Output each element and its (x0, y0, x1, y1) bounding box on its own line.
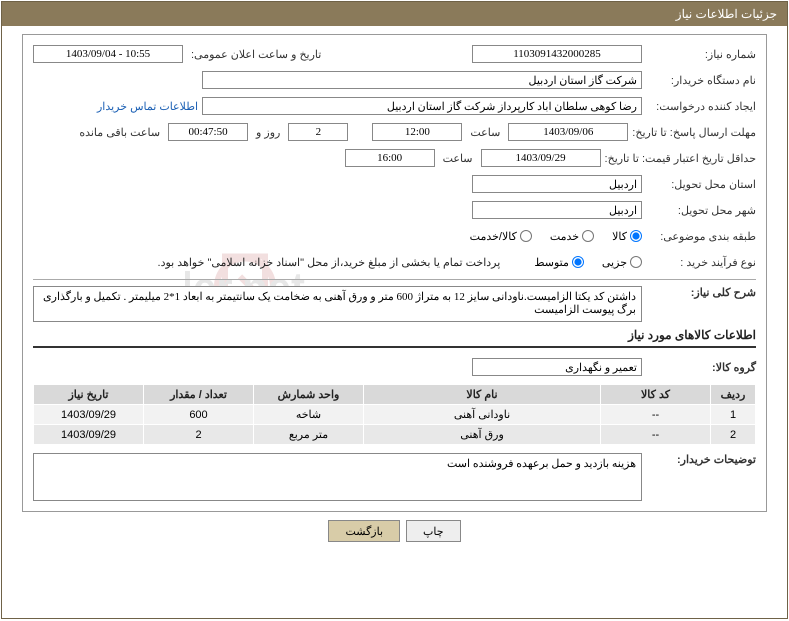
radio-goods[interactable]: کالا (612, 230, 642, 243)
buyer-notes-textarea[interactable] (33, 453, 642, 501)
table-row: 1--ناودانی آهنیشاخه6001403/09/29 (34, 405, 756, 425)
description-textarea[interactable] (33, 286, 642, 322)
radio-service[interactable]: خدمت (550, 230, 594, 243)
process-radio-group: جزیی متوسط (534, 256, 642, 269)
col-date: تاریخ نیاز (34, 385, 144, 405)
table-row: 2--ورق آهنیمتر مربع21403/09/29 (34, 425, 756, 445)
deadline-label: مهلت ارسال پاسخ: تا تاریخ: (632, 126, 756, 139)
time-remain-input[interactable] (168, 123, 248, 141)
col-unit: واحد شمارش (254, 385, 364, 405)
process-type-label: نوع فرآیند خرید : (646, 256, 756, 269)
request-number-input[interactable] (472, 45, 642, 63)
request-number-label: شماره نیاز: (646, 48, 756, 61)
category-label: طبقه بندی موضوعی: (646, 230, 756, 243)
delivery-province-input[interactable] (472, 175, 642, 193)
announce-date-input[interactable] (33, 45, 183, 63)
price-validity-label: حداقل تاریخ اعتبار قیمت: تا تاریخ: (605, 152, 756, 165)
radio-minor[interactable]: جزیی (602, 256, 642, 269)
days-and-label: روز و (252, 126, 284, 139)
hour-label-2: ساعت (439, 152, 477, 165)
col-row: ردیف (711, 385, 756, 405)
main-fieldset: شماره نیاز: تاریخ و ساعت اعلان عمومی: نا… (22, 34, 767, 512)
deadline-time-input[interactable] (372, 123, 462, 141)
hours-remain-label: ساعت باقی مانده (75, 126, 164, 139)
goods-group-input[interactable] (472, 358, 642, 376)
col-code: کد کالا (601, 385, 711, 405)
buyer-contact-link[interactable]: اطلاعات تماس خریدار (97, 100, 198, 113)
days-remain-input[interactable] (288, 123, 348, 141)
hour-label-1: ساعت (466, 126, 504, 139)
radio-medium[interactable]: متوسط (534, 256, 584, 269)
buyer-org-input[interactable] (202, 71, 642, 89)
delivery-city-input[interactable] (472, 201, 642, 219)
col-name: نام کالا (364, 385, 601, 405)
print-button[interactable]: چاپ (406, 520, 461, 542)
buyer-org-label: نام دستگاه خریدار: (646, 74, 756, 87)
items-table: ردیف کد کالا نام کالا واحد شمارش تعداد /… (33, 384, 756, 445)
page-header: جزئیات اطلاعات نیاز (2, 2, 787, 26)
goods-group-label: گروه کالا: (646, 361, 756, 374)
requester-input[interactable] (202, 97, 642, 115)
col-qty: تعداد / مقدار (144, 385, 254, 405)
category-radio-group: کالا خدمت کالا/خدمت (470, 230, 642, 243)
delivery-province-label: استان محل تحویل: (646, 178, 756, 191)
requester-label: ایجاد کننده درخواست: (646, 100, 756, 113)
delivery-city-label: شهر محل تحویل: (646, 204, 756, 217)
payment-note: پرداخت تمام یا بخشی از مبلغ خرید،از محل … (158, 256, 501, 269)
deadline-date-input[interactable] (508, 123, 628, 141)
header-title: جزئیات اطلاعات نیاز (676, 7, 777, 21)
radio-goods-service[interactable]: کالا/خدمت (470, 230, 532, 243)
announce-date-label: تاریخ و ساعت اعلان عمومی: (187, 48, 325, 61)
validity-time-input[interactable] (345, 149, 435, 167)
description-label: شرح کلی نیاز: (646, 286, 756, 299)
back-button[interactable]: بازگشت (328, 520, 400, 542)
items-section-title: اطلاعات کالاهای مورد نیاز (33, 328, 756, 342)
validity-date-input[interactable] (481, 149, 601, 167)
buyer-notes-label: توضیحات خریدار: (646, 453, 756, 466)
